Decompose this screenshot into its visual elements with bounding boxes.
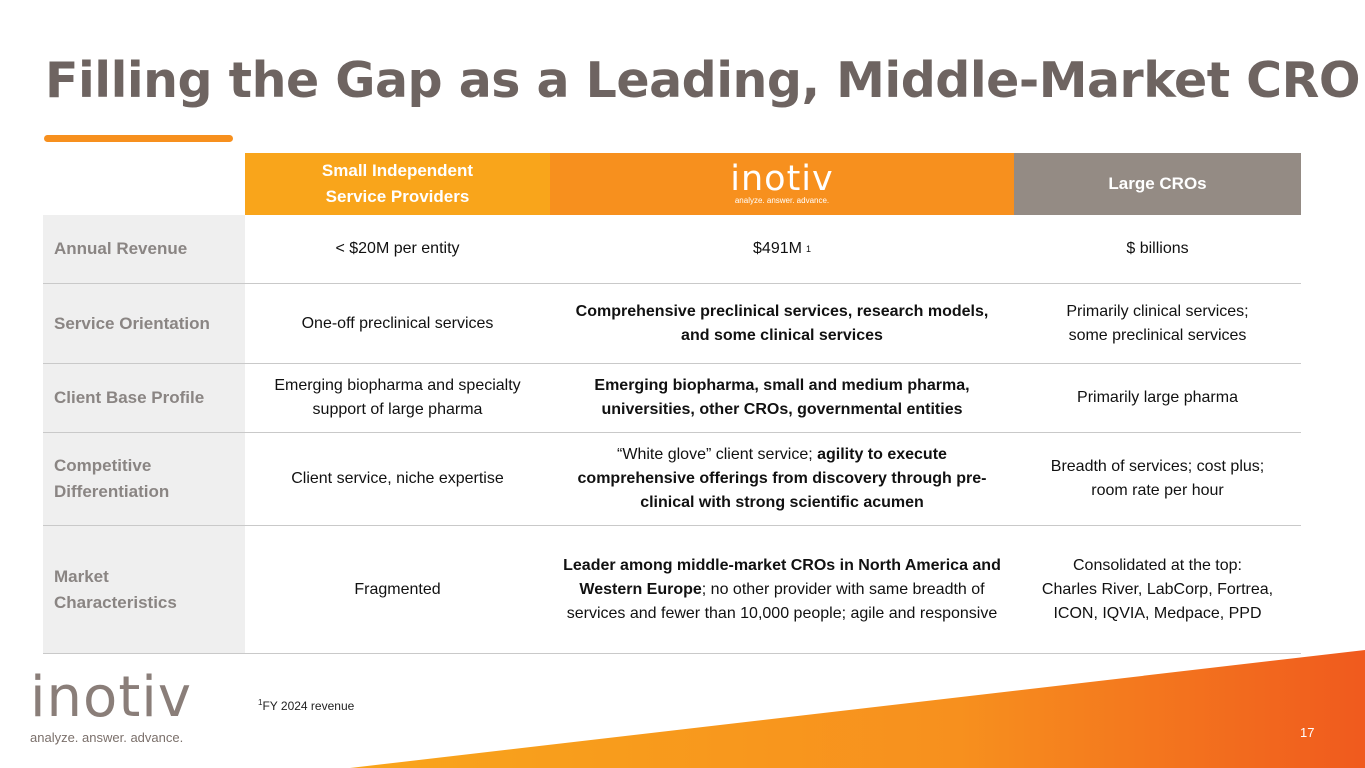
cell-large-line2: some preclinical services [1068, 326, 1247, 344]
cell-inotiv-plain: “White glove” client service; [617, 446, 818, 463]
row-label: Competitive Differentiation [43, 433, 245, 525]
cell-inotiv: Leader among middle-market CROs in North… [550, 526, 1014, 653]
cell-small: One-off preclinical services [301, 314, 494, 332]
cell-small-line2: support of large pharma [312, 401, 483, 418]
cell-inotiv-plain: ; no other provider with same breadth of… [566, 580, 998, 622]
footnote: 1FY 2024 revenue [258, 698, 354, 713]
header-inotiv: inotiv analyze. answer. advance. [550, 153, 1014, 215]
footnote-marker: 1 [805, 244, 811, 254]
cell-large: Primarily large pharma [1077, 389, 1238, 406]
cell-inotiv: $491M 1 [550, 215, 1014, 283]
cell-large-line2: room rate per hour [1091, 482, 1224, 499]
cell-inotiv-bold: Leader among middle-market CROs in North… [563, 556, 1001, 598]
row-label-line1: Competitive [54, 456, 152, 475]
cell-inotiv-bold: agility to execute comprehensive offerin… [577, 446, 987, 511]
cell-small: < $20M per entity [335, 240, 460, 257]
footnote-text: FY 2024 revenue [262, 699, 355, 713]
cell-large: $ billions [1126, 240, 1189, 257]
cell-large-line1: Primarily clinical services; [1066, 302, 1249, 320]
row-label: Annual Revenue [43, 215, 245, 283]
row-label-line2: Characteristics [54, 592, 177, 612]
cell-large: Primarily clinical services; some precli… [1014, 284, 1301, 363]
cell-small: Fragmented [354, 580, 441, 598]
row-label-line1: Market [54, 566, 109, 586]
cell-inotiv: “White glove” client service; agility to… [550, 433, 1014, 525]
header-small-line2: Service Providers [325, 187, 470, 206]
row-label-line2: Differentiation [54, 482, 170, 501]
title-underline [44, 135, 233, 142]
inotiv-header-tagline: analyze. answer. advance. [734, 196, 830, 205]
cell-large: Breadth of services; cost plus; room rat… [1014, 433, 1301, 525]
cell-inotiv: Emerging biopharma, small and medium pha… [594, 377, 970, 418]
row-competitive-differentiation: Competitive Differentiation Client servi… [43, 433, 1301, 526]
header-small-line1: Small Independent [321, 161, 474, 180]
logo-tagline: analyze. answer. advance. [30, 730, 184, 745]
cell-large-line3: ICON, IQVIA, Medpace, PPD [1053, 604, 1262, 622]
cell-small: Emerging biopharma and specialty support… [245, 364, 550, 432]
inotiv-header-logo: inotiv [730, 159, 834, 199]
footnote-marker: 1 [258, 698, 263, 707]
cell-large-line2: Charles River, LabCorp, Fortrea, [1041, 580, 1274, 598]
row-market-characteristics: Market Characteristics Fragmented Leader… [43, 526, 1301, 654]
cell-large-line1: Consolidated at the top: [1072, 556, 1242, 574]
header-small-providers: Small Independent Service Providers [245, 153, 550, 215]
cell-small: Client service, niche expertise [291, 470, 504, 487]
header-large-cros: Large CROs [1014, 153, 1301, 215]
row-annual-revenue: Annual Revenue < $20M per entity $491M 1 … [43, 215, 1301, 284]
page-number: 17 [1300, 725, 1315, 740]
row-client-base-profile: Client Base Profile Emerging biopharma a… [43, 364, 1301, 433]
cell-small-line1: Emerging biopharma and specialty [274, 377, 521, 394]
row-service-orientation: Service Orientation One-off preclinical … [43, 284, 1301, 364]
page-title: Filling the Gap as a Leading, Middle-Mar… [45, 52, 1361, 109]
row-label: Client Base Profile [43, 364, 245, 432]
cell-inotiv: Comprehensive preclinical services, rese… [575, 302, 989, 344]
row-label: Service Orientation [43, 284, 245, 363]
revenue-value: $491M [753, 240, 802, 257]
row-label: Market Characteristics [43, 526, 245, 653]
cell-large: Consolidated at the top: Charles River, … [1014, 526, 1301, 653]
inotiv-logo: inotiv analyze. answer. advance. [30, 665, 192, 746]
logo-wordmark: inotiv [30, 665, 192, 730]
cell-large-line1: Breadth of services; cost plus; [1050, 458, 1265, 475]
